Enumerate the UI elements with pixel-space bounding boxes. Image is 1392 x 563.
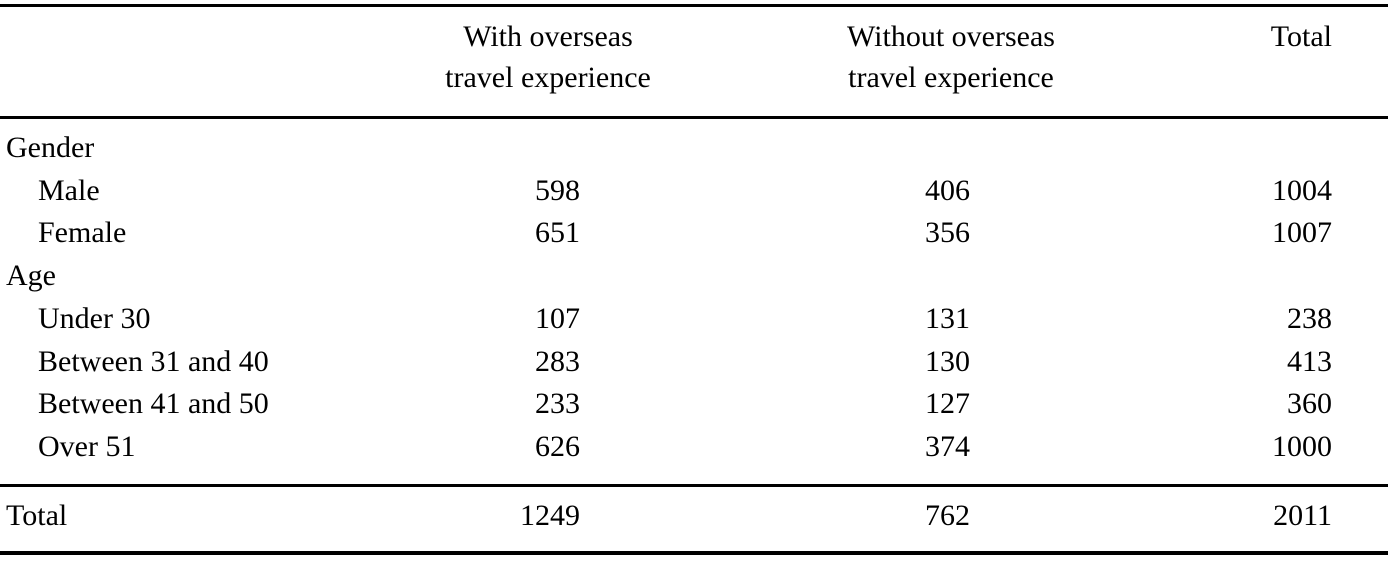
bottom-rule	[0, 551, 1388, 555]
cell-value: 130	[925, 344, 970, 378]
row-label: Between 41 and 50	[38, 387, 269, 421]
cell-value: 598	[535, 173, 580, 207]
row-label: Over 51	[38, 429, 136, 463]
cell-value: 238	[1287, 301, 1332, 335]
total-value: 1249	[520, 499, 580, 532]
cell-value: 107	[535, 301, 580, 335]
column-header: travel experience	[445, 61, 651, 94]
row-label: Between 31 and 40	[38, 344, 269, 378]
group-label: Gender	[6, 131, 95, 164]
cell-value: 233	[535, 387, 580, 421]
cell-value: 356	[925, 216, 970, 250]
cell-value: 406	[925, 173, 970, 207]
cell-value: 360	[1287, 387, 1332, 421]
total-label: Total	[6, 499, 68, 532]
row-label: Under 30	[38, 301, 151, 335]
cell-value: 1004	[1272, 173, 1332, 207]
cell-value: 127	[925, 387, 970, 421]
column-header: Without overseas	[847, 20, 1055, 53]
total-value: 762	[925, 499, 970, 532]
row-label: Female	[38, 216, 127, 250]
cell-value: 283	[535, 344, 580, 378]
top-rule	[0, 4, 1388, 7]
row-label: Male	[38, 173, 100, 207]
cell-value: 651	[535, 216, 580, 250]
total-rule	[0, 484, 1388, 487]
cell-value: 374	[925, 429, 970, 463]
column-header: With overseas	[463, 20, 633, 53]
header-rule	[0, 116, 1388, 119]
column-header: Total	[1270, 20, 1332, 53]
cell-value: 1000	[1272, 429, 1332, 463]
column-header: travel experience	[848, 61, 1054, 94]
cell-value: 1007	[1272, 216, 1332, 250]
cell-value: 131	[925, 301, 970, 335]
group-label: Age	[6, 259, 56, 293]
cell-value: 413	[1287, 344, 1332, 378]
total-value: 2011	[1273, 499, 1332, 532]
cell-value: 626	[535, 429, 580, 463]
